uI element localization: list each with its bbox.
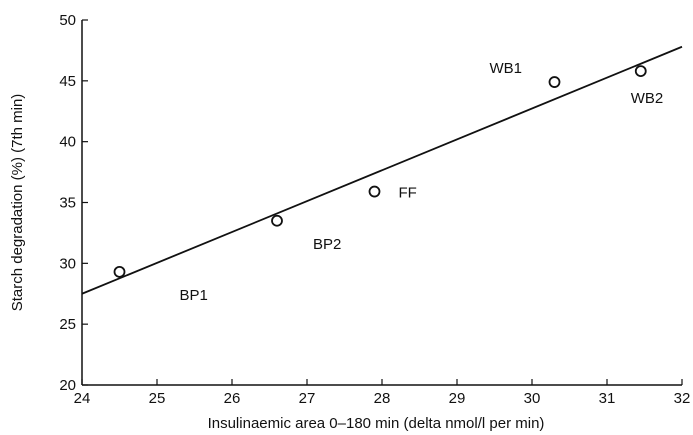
data-point-bp1 (113, 265, 126, 278)
y-axis-ticks: 20 25 30 35 40 45 50 (59, 12, 88, 394)
point-label-ff: FF (399, 185, 417, 202)
y-tick-label: 35 (59, 195, 76, 212)
point-label-bp2: BP2 (313, 236, 341, 253)
data-points (113, 65, 647, 278)
y-tick-label: 50 (59, 12, 76, 29)
x-tick-label: 32 (674, 390, 691, 407)
x-tick-label: 27 (299, 390, 316, 407)
axes (81, 20, 682, 386)
regression-line-group (81, 45, 683, 295)
x-tick-label: 30 (524, 390, 541, 407)
data-point-ff (368, 185, 381, 198)
x-tick-label: 31 (599, 390, 616, 407)
y-tick-label: 30 (59, 255, 76, 272)
y-axis-label: Starch degradation (%) (7th min) (9, 94, 26, 312)
x-tick-label: 25 (149, 390, 166, 407)
x-tick-label: 29 (449, 390, 466, 407)
x-tick-label: 26 (224, 390, 241, 407)
point-label-wb1: WB1 (490, 60, 523, 77)
x-tick-label: 28 (374, 390, 391, 407)
regression-line (81, 45, 683, 295)
y-tick-label: 25 (59, 316, 76, 333)
y-tick-label: 20 (59, 377, 76, 394)
point-label-wb2: WB2 (631, 90, 664, 107)
data-point-wb1 (548, 76, 561, 88)
y-tick-label: 40 (59, 134, 76, 151)
data-point-wb2 (634, 65, 647, 77)
data-point-bp2 (271, 214, 283, 227)
x-tick-label: 24 (74, 390, 91, 407)
point-labels: BP1 BP2 FF WB1 WB2 (180, 60, 664, 304)
x-axis-ticks: 24 25 26 27 28 29 30 31 32 (74, 379, 691, 407)
point-label-bp1: BP1 (180, 287, 208, 304)
y-tick-label: 45 (59, 73, 76, 90)
x-axis-label: Insulinaemic area 0–180 min (delta nmol/… (208, 415, 545, 432)
